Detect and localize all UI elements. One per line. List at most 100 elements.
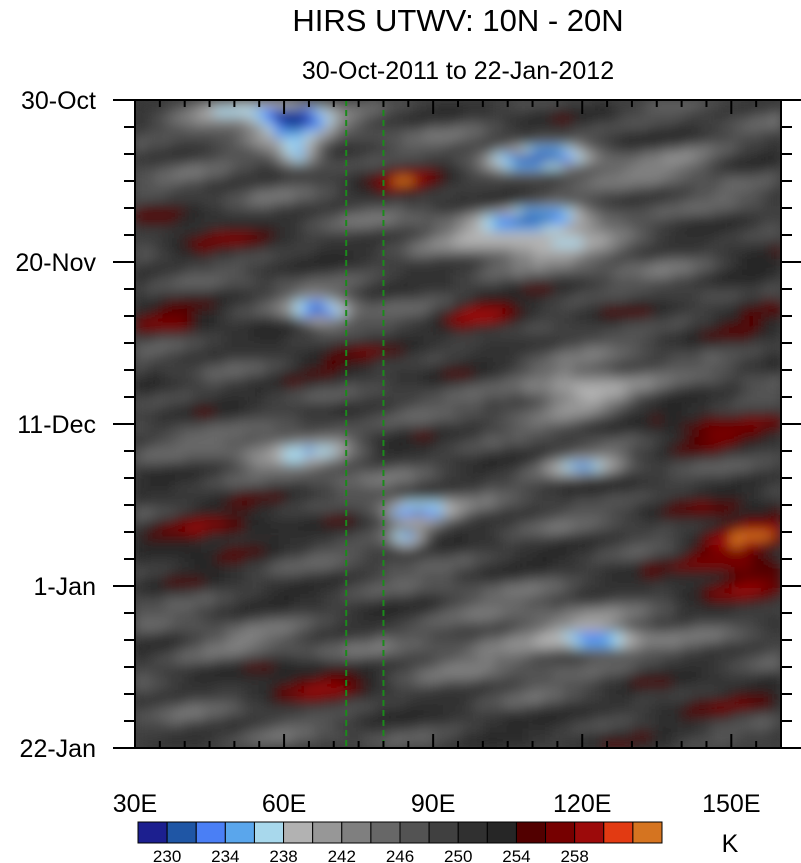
heatmap-cell	[254, 184, 265, 194]
heatmap-cell	[562, 655, 573, 664]
heatmap-cell	[522, 562, 534, 572]
heatmap-cell	[631, 609, 643, 618]
heatmap-cell	[512, 493, 524, 502]
heatmap-cell	[353, 431, 365, 441]
heatmap-cell	[184, 192, 196, 201]
heatmap-cell	[393, 431, 404, 441]
heatmap-cell	[184, 562, 196, 572]
heatmap-cell	[612, 485, 623, 495]
heatmap-cell	[204, 362, 216, 371]
heatmap-cell	[413, 400, 424, 410]
heatmap-cell	[234, 678, 245, 687]
heatmap-cell	[224, 269, 235, 279]
heatmap-cell	[453, 400, 464, 410]
heatmap-cell	[512, 215, 524, 225]
heatmap-cell	[602, 262, 613, 271]
heatmap-cell	[323, 277, 335, 286]
heatmap-cell	[771, 107, 781, 117]
heatmap-cell	[353, 177, 365, 186]
heatmap-cell	[462, 470, 474, 479]
heatmap-cell	[572, 424, 583, 433]
heatmap-cell	[582, 161, 593, 171]
heatmap-cell	[294, 570, 305, 579]
heatmap-cell	[771, 130, 781, 140]
heatmap-cell	[651, 292, 663, 302]
heatmap-cell	[701, 115, 713, 124]
heatmap-cell	[284, 354, 295, 363]
heatmap-cell	[383, 670, 394, 680]
heatmap-cell	[244, 493, 255, 502]
heatmap-cell	[333, 238, 345, 248]
heatmap-cell	[492, 130, 504, 140]
heatmap-cell	[472, 292, 484, 302]
heatmap-cell	[512, 277, 524, 286]
heatmap-cell	[244, 454, 255, 464]
heatmap-cell	[582, 640, 593, 649]
heatmap-cell	[353, 678, 365, 687]
heatmap-cell	[413, 609, 424, 618]
heatmap-cell	[761, 485, 772, 495]
heatmap-cell	[164, 578, 176, 587]
heatmap-cell	[602, 424, 613, 433]
heatmap-cell	[164, 123, 176, 132]
heatmap-cell	[284, 231, 295, 240]
heatmap-cell	[214, 624, 226, 633]
heatmap-cell	[711, 169, 722, 178]
heatmap-cell	[164, 532, 176, 541]
heatmap-cell	[661, 154, 673, 163]
heatmap-cell	[403, 408, 414, 417]
heatmap-cell	[234, 269, 245, 279]
heatmap-cell	[204, 400, 216, 410]
heatmap-cell	[184, 408, 196, 417]
heatmap-cell	[681, 184, 693, 194]
heatmap-cell	[323, 292, 335, 302]
heatmap-cell	[671, 123, 683, 132]
heatmap-cell	[234, 300, 245, 309]
heatmap-cell	[224, 516, 235, 525]
heatmap-cell	[492, 447, 504, 456]
heatmap-cell	[522, 323, 534, 333]
heatmap-cell	[174, 655, 186, 664]
heatmap-cell	[641, 424, 653, 433]
heatmap-cell	[631, 285, 643, 294]
heatmap-cell	[383, 493, 394, 502]
heatmap-cell	[691, 154, 703, 163]
heatmap-cell	[482, 647, 494, 657]
heatmap-cell	[393, 570, 404, 579]
heatmap-cell	[244, 354, 255, 363]
heatmap-cell	[294, 370, 305, 379]
heatmap-cell	[234, 493, 245, 502]
heatmap-cell	[393, 354, 404, 363]
heatmap-cell	[582, 601, 593, 610]
heatmap-cell	[224, 462, 235, 471]
heatmap-cell	[582, 624, 593, 633]
heatmap-cell	[761, 616, 772, 626]
heatmap-cell	[542, 485, 554, 495]
heatmap-cell	[691, 339, 703, 348]
heatmap-cell	[234, 184, 245, 194]
heatmap-cell	[661, 516, 673, 525]
heatmap-cell	[462, 447, 474, 456]
heatmap-cell	[403, 485, 414, 495]
heatmap-cell	[711, 277, 722, 286]
heatmap-cell	[264, 431, 275, 441]
heatmap-cell	[443, 184, 454, 194]
heatmap-cell	[274, 146, 285, 155]
heatmap-cell	[771, 678, 781, 687]
heatmap-cell	[313, 400, 325, 410]
heatmap-cell	[254, 562, 265, 572]
heatmap-cell	[552, 501, 563, 510]
heatmap-cell	[393, 593, 404, 603]
heatmap-cell	[631, 385, 643, 394]
heatmap-cell	[671, 115, 683, 124]
heatmap-cell	[154, 130, 166, 140]
heatmap-cell	[363, 454, 375, 464]
heatmap-cell	[711, 115, 722, 124]
heatmap-cell	[462, 238, 474, 248]
heatmap-cell	[303, 331, 315, 340]
heatmap-cell	[234, 470, 245, 479]
heatmap-cell	[621, 555, 633, 564]
heatmap-cell	[264, 115, 275, 124]
heatmap-cell	[323, 192, 335, 201]
heatmap-cell	[343, 346, 355, 356]
